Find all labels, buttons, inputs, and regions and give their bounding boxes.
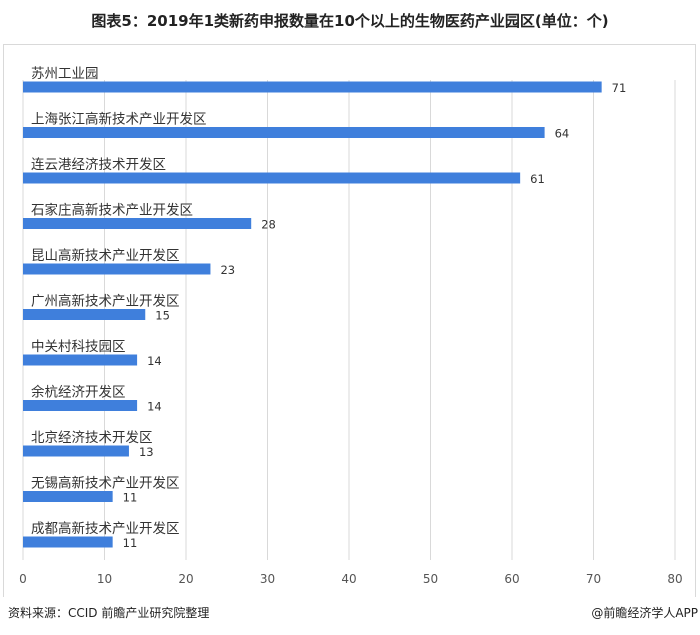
bar — [23, 309, 146, 320]
x-tick-label: 60 — [504, 572, 519, 586]
x-tick-label: 20 — [178, 572, 193, 586]
data-label: 71 — [612, 81, 627, 95]
bar-chart: 0 10 20 30 40 50 60 70 80 苏州工业园 71 上海张江高新技术产业开发区 64 连… — [19, 66, 682, 586]
bar — [23, 491, 113, 502]
category-label: 北京经济技术开发区 — [31, 430, 153, 446]
bar — [23, 445, 129, 457]
category-label: 昆山高新技术产业开发区 — [31, 247, 180, 264]
data-label: 15 — [155, 309, 170, 323]
category-label: 无锡高新技术产业开发区 — [31, 475, 180, 492]
data-label: 64 — [555, 127, 570, 141]
bar — [23, 81, 602, 93]
x-tick-label: 50 — [423, 572, 438, 586]
data-label: 13 — [139, 445, 154, 459]
category-label: 广州高新技术产业开发区 — [31, 293, 180, 310]
x-tick-label: 70 — [586, 572, 601, 586]
source-note: 资料来源：CCID 前瞻产业研究院整理 — [8, 606, 210, 620]
bar — [23, 354, 138, 366]
bar — [23, 218, 252, 229]
bar — [23, 172, 521, 184]
x-tick-label: 0 — [19, 572, 27, 586]
data-label: 11 — [123, 536, 138, 550]
x-tick-label: 80 — [667, 572, 682, 586]
category-label: 石家庄高新技术产业开发区 — [31, 202, 193, 219]
bar — [23, 127, 545, 138]
bar — [23, 263, 211, 275]
category-label: 中关村科技园区 — [31, 339, 126, 355]
data-label: 28 — [261, 218, 276, 232]
category-label: 上海张江高新技术产业开发区 — [31, 111, 207, 128]
data-label: 23 — [220, 263, 235, 277]
category-label: 余杭经济开发区 — [31, 384, 126, 401]
x-tick-label: 30 — [260, 572, 275, 586]
data-label: 14 — [147, 354, 162, 368]
data-label: 61 — [530, 172, 545, 186]
data-label: 14 — [147, 400, 162, 414]
category-label: 成都高新技术产业开发区 — [31, 520, 180, 537]
chart-title: 图表5：2019年1类新药申报数量在10个以上的生物医药产业园区(单位：个) — [91, 12, 609, 30]
x-tick-label: 40 — [341, 572, 356, 586]
category-label: 连云港经济技术开发区 — [31, 157, 166, 173]
data-label: 11 — [123, 491, 138, 505]
category-label: 苏州工业园 — [31, 66, 99, 82]
x-tick-label: 10 — [97, 572, 112, 586]
chart-frame — [3, 44, 696, 597]
bar — [23, 400, 138, 411]
bar — [23, 536, 113, 548]
credit-note: @前瞻经济学人APP — [591, 606, 698, 620]
